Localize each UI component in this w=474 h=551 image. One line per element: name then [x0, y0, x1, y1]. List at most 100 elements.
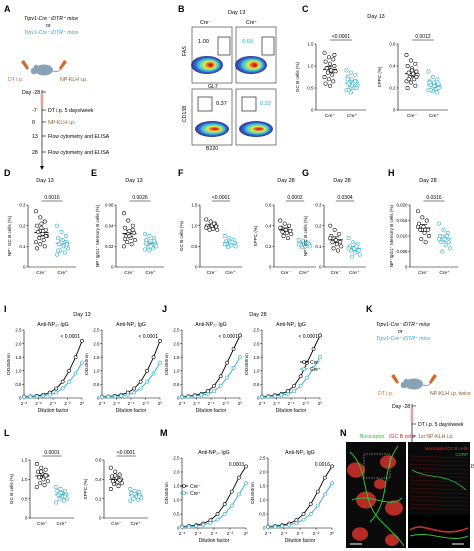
series-point — [80, 360, 84, 365]
data-point — [62, 250, 67, 255]
data-point — [226, 245, 231, 250]
x-tick-label: 2⁰ — [244, 531, 248, 536]
flow-day: Day 13 — [228, 10, 245, 16]
x-label-neg: Cre⁻ — [207, 270, 218, 276]
data-point — [322, 75, 327, 79]
x-axis-label: Dilution factor — [199, 538, 230, 544]
data-point — [39, 469, 44, 474]
y-tick-label: 0.6 — [265, 203, 272, 208]
micro-gc-blob — [352, 527, 368, 541]
data-point — [325, 70, 330, 75]
x-label-pos: Cre⁺ — [429, 113, 440, 119]
scatter-E: 0 0.02 0.04 0.06 NP⁺IgG1⁺ Memory B cells (%)… — [95, 178, 164, 276]
y-tick-label: 1.0 — [21, 477, 28, 482]
panel-letter-F: F — [178, 168, 184, 178]
y-tick-label: 0.4 — [265, 223, 272, 228]
scatter-G: 0 0.1 0.2 0.3 NP⁺ GC B cells (%) Cre⁻ Cre⁺ 0.03… — [303, 178, 366, 276]
y-tick-label: 0 — [319, 265, 322, 270]
data-point — [328, 223, 333, 228]
data-point — [435, 90, 440, 95]
panel-letter-L: L — [4, 428, 10, 438]
y-axis-label: OD450nm — [84, 353, 90, 375]
y-tick-label: 1.0 — [173, 498, 180, 503]
data-point — [443, 243, 448, 248]
x-tick-label: 2⁻⁴ — [288, 401, 295, 406]
data-point — [331, 246, 336, 251]
y-tick-label: 0.6 — [95, 458, 102, 463]
micro-title-red: /GC B cells — [389, 434, 415, 440]
data-point — [337, 231, 342, 236]
data-point — [112, 482, 117, 487]
mouse-line-neg: Trpv1-Cre⁻ iDTR⁺ mice — [376, 322, 430, 328]
x-tick-label: 2⁻² — [222, 401, 229, 406]
series-line — [101, 340, 161, 398]
data-point — [61, 498, 66, 503]
micro-red-strand — [409, 455, 469, 459]
data-point — [356, 248, 361, 253]
series-point — [318, 355, 322, 360]
series-point — [187, 524, 192, 529]
series-point — [199, 393, 204, 398]
series-point — [298, 374, 303, 379]
timeline-arrow-icon — [40, 166, 44, 170]
panel-letter-C: C — [302, 4, 309, 14]
data-point — [346, 246, 351, 251]
data-point — [40, 231, 45, 236]
data-point — [335, 248, 340, 253]
series-line — [23, 340, 83, 398]
data-point — [353, 250, 358, 255]
series-line — [23, 362, 83, 398]
series-point — [201, 523, 206, 527]
legend-label: Cre⁻ — [310, 360, 321, 366]
y-tick-label: 1.5 — [191, 203, 198, 208]
p-value: < 0.0001 — [138, 334, 158, 340]
y-tick-label: 2.0 — [253, 341, 260, 346]
data-point — [334, 242, 339, 247]
syringe-np-icon — [429, 374, 437, 384]
panel-letter-D: D — [4, 168, 11, 178]
data-point — [428, 88, 433, 93]
data-point — [230, 240, 235, 245]
data-point — [39, 465, 44, 470]
x-tick-label: 2⁻⁶ — [35, 401, 42, 406]
data-point — [357, 252, 362, 257]
data-point — [131, 496, 136, 501]
y-tick-label: 0 — [25, 516, 28, 521]
series-point — [28, 394, 33, 399]
series-point — [218, 383, 223, 388]
series-point — [229, 489, 234, 494]
y-tick-label: 0.5 — [253, 382, 260, 387]
legend-marker — [302, 360, 306, 364]
data-point — [208, 219, 213, 224]
series-point — [186, 394, 191, 399]
micro-gc-blob — [356, 491, 376, 509]
data-point — [354, 244, 359, 249]
micro-title-green: Nociceptor — [360, 434, 385, 440]
x-label-neg: Cre⁻ — [325, 113, 336, 119]
data-point — [204, 217, 209, 222]
y-tick-label: 0.5 — [173, 382, 180, 387]
series-point — [132, 386, 137, 391]
x-label-pos: Cre⁺ — [57, 270, 68, 276]
x-tick-label: 2⁻⁸ — [179, 401, 186, 406]
scatter-D: 0 0.1 0.2 0.3 NP⁺ GC B cells (%) Cre⁻ Cre⁺ 0.00… — [7, 178, 76, 276]
series-point — [47, 392, 52, 397]
y-tick-label: 2.0 — [173, 341, 180, 346]
p-value: < 0.0001 — [60, 334, 80, 340]
y-tick-label: 0 — [195, 265, 198, 270]
panel-letter-B: B — [178, 4, 185, 14]
y-tick-label: 2.0 — [93, 341, 100, 346]
series-line — [101, 362, 161, 398]
micro-label-r2: CGRP — [455, 452, 468, 457]
timeline-text: NP-KLH i.p. — [48, 120, 75, 126]
data-point — [108, 487, 113, 491]
y-tick-label: 1.0 — [259, 498, 266, 503]
panel-letter-E: E — [91, 168, 97, 178]
series-point — [132, 390, 137, 395]
series-line — [181, 482, 247, 528]
data-point — [432, 80, 436, 85]
x-tick-label: 2⁰ — [318, 401, 322, 406]
flow-header-pos: Cre⁺ — [246, 20, 257, 26]
y-tick-label: 0.5 — [15, 382, 22, 387]
